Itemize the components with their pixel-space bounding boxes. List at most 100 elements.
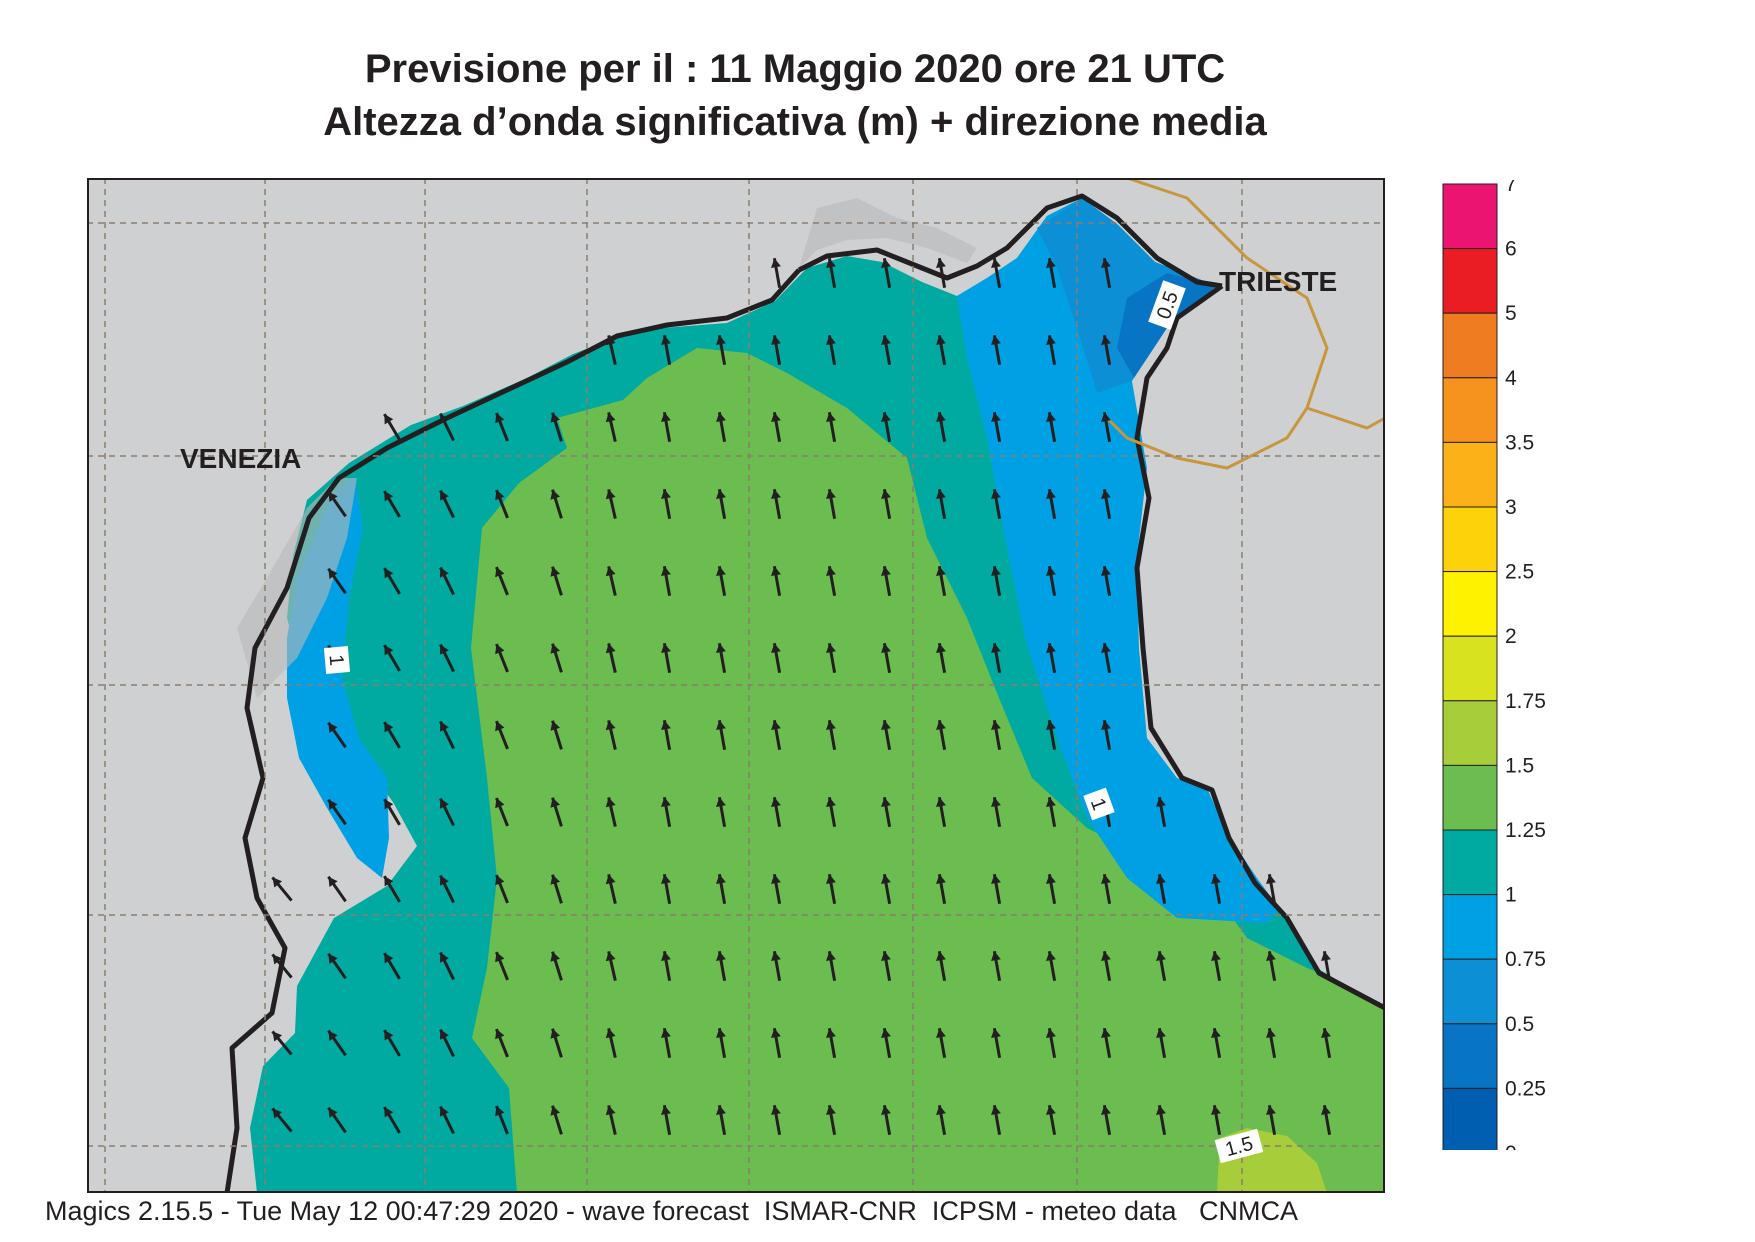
wave-arrow-head	[605, 1105, 616, 1116]
wave-arrow-head	[384, 722, 394, 733]
coastline-north	[797, 193, 1223, 289]
wave-arrow-head	[439, 952, 449, 963]
wave-arrow-head	[826, 797, 836, 807]
wave-arrow-head	[1266, 1028, 1276, 1038]
wave-arrow-head	[936, 951, 946, 961]
wave-arrow-head	[661, 951, 671, 961]
wave-arrow-head	[1101, 489, 1111, 499]
coastline-west	[224, 268, 801, 1193]
wave-arrow-head	[495, 644, 505, 655]
wave-arrow-head	[826, 1105, 836, 1115]
wave-arrow-head	[550, 874, 560, 885]
wave-arrow-head	[495, 1029, 505, 1040]
wave-arrow-head	[771, 412, 781, 422]
wave-arrow-head	[1101, 643, 1111, 653]
wave-arrow-head	[1156, 797, 1166, 807]
wave-arrow-head	[439, 1106, 449, 1117]
wave-arrow-head	[881, 489, 891, 499]
wave-arrow-head	[550, 797, 560, 808]
wave-arrow-head	[328, 953, 338, 964]
wave-arrow-head	[495, 798, 505, 809]
wave-arrow-head	[771, 1105, 781, 1115]
wave-arrow-head	[991, 951, 1001, 961]
wave-arrow-head	[495, 1106, 505, 1117]
wave-arrow-head	[1101, 1028, 1111, 1038]
wave-arrow-head	[881, 566, 891, 576]
wave-arrow-head	[661, 1105, 671, 1115]
wave-arrow-head	[384, 491, 394, 502]
wave-arrow-head	[881, 335, 891, 345]
wave-arrow-head	[1211, 874, 1221, 884]
wave-arrow-head	[881, 874, 891, 884]
wave-arrow-head	[1156, 1105, 1166, 1115]
wave-arrow-head	[1321, 1028, 1331, 1038]
legend-tick-label: 3	[1505, 496, 1517, 519]
wave-arrow-head	[771, 258, 781, 268]
legend-tick-label: 1	[1505, 884, 1517, 907]
legend-tick-label: 0.25	[1505, 1077, 1546, 1100]
wave-arrow-head	[991, 489, 1001, 499]
wave-arrow-head	[1321, 951, 1331, 961]
wave-arrow-head	[1321, 1105, 1331, 1115]
wave-arrow-head	[771, 797, 781, 807]
legend-band	[1442, 764, 1498, 831]
wave-arrow-head	[661, 335, 671, 345]
wave-arrow-head	[716, 951, 726, 961]
wave-arrow-head	[328, 722, 338, 733]
legend-band	[1442, 1023, 1498, 1089]
wave-arrow-head	[1046, 335, 1056, 345]
wave-arrow-head	[495, 952, 505, 963]
sea-band-0.5-0.75	[1037, 198, 1217, 393]
wave-arrow-head	[826, 643, 836, 653]
legend-tick-label: 6	[1505, 238, 1517, 261]
wave-arrow-head	[384, 1030, 394, 1041]
wave-arrow-head	[605, 1028, 616, 1039]
wave-arrow-head	[328, 491, 338, 502]
wave-arrow-head	[991, 643, 1001, 653]
wave-arrow-head	[272, 877, 283, 888]
wave-arrow-head	[384, 799, 394, 810]
wave-arrow-head	[991, 566, 1001, 576]
legend-band	[1442, 894, 1498, 960]
wave-arrow-head	[272, 1108, 283, 1119]
wave-arrow-head	[991, 797, 1001, 807]
wave-arrow-head	[661, 566, 671, 576]
sea-band-0.75-1-east	[957, 198, 1279, 923]
wave-arrow-head	[272, 1031, 283, 1042]
wave-arrow-head	[605, 335, 616, 346]
wave-arrow-head	[328, 799, 338, 810]
wave-arrow-head	[881, 720, 891, 730]
wave-arrow-head	[384, 876, 394, 887]
wave-arrow-head	[550, 1105, 560, 1116]
legend-tick-label: 3.5	[1505, 431, 1534, 454]
wave-arrow-head	[661, 874, 671, 884]
sea-band-1.25-1.5	[471, 348, 1385, 1193]
wave-arrow-head	[826, 720, 836, 730]
legend-band	[1442, 506, 1498, 573]
wave-arrow-head	[991, 720, 1001, 730]
wave-arrow-head	[771, 566, 781, 576]
wave-arrow-head	[661, 720, 671, 730]
legend-band	[1442, 312, 1498, 379]
contour-label-text: 1	[325, 654, 348, 667]
wave-arrow-head	[1046, 720, 1056, 730]
wave-arrow-head	[771, 720, 781, 730]
wave-arrow-head	[550, 566, 560, 577]
wave-arrow-head	[936, 335, 946, 345]
wave-arrow-head	[605, 720, 616, 731]
wave-arrow-head	[716, 874, 726, 884]
wave-arrow-head	[495, 721, 505, 732]
legend-band	[1442, 183, 1498, 250]
legend-tick-label: 7	[1505, 180, 1517, 196]
wave-arrow-head	[328, 568, 338, 579]
wave-arrow-head	[605, 951, 616, 962]
wave-arrow-head	[328, 1107, 338, 1118]
wave-arrow-head	[1101, 258, 1111, 268]
place-label-venezia: VENEZIA	[180, 443, 301, 474]
wave-arrow-head	[1046, 797, 1056, 807]
venice-lagoon-land	[237, 478, 357, 698]
wave-arrow-head	[605, 797, 616, 808]
wave-arrow-head	[936, 720, 946, 730]
contour-label-1.5: 1.5	[1214, 1128, 1264, 1164]
wave-arrow-head	[936, 566, 946, 576]
